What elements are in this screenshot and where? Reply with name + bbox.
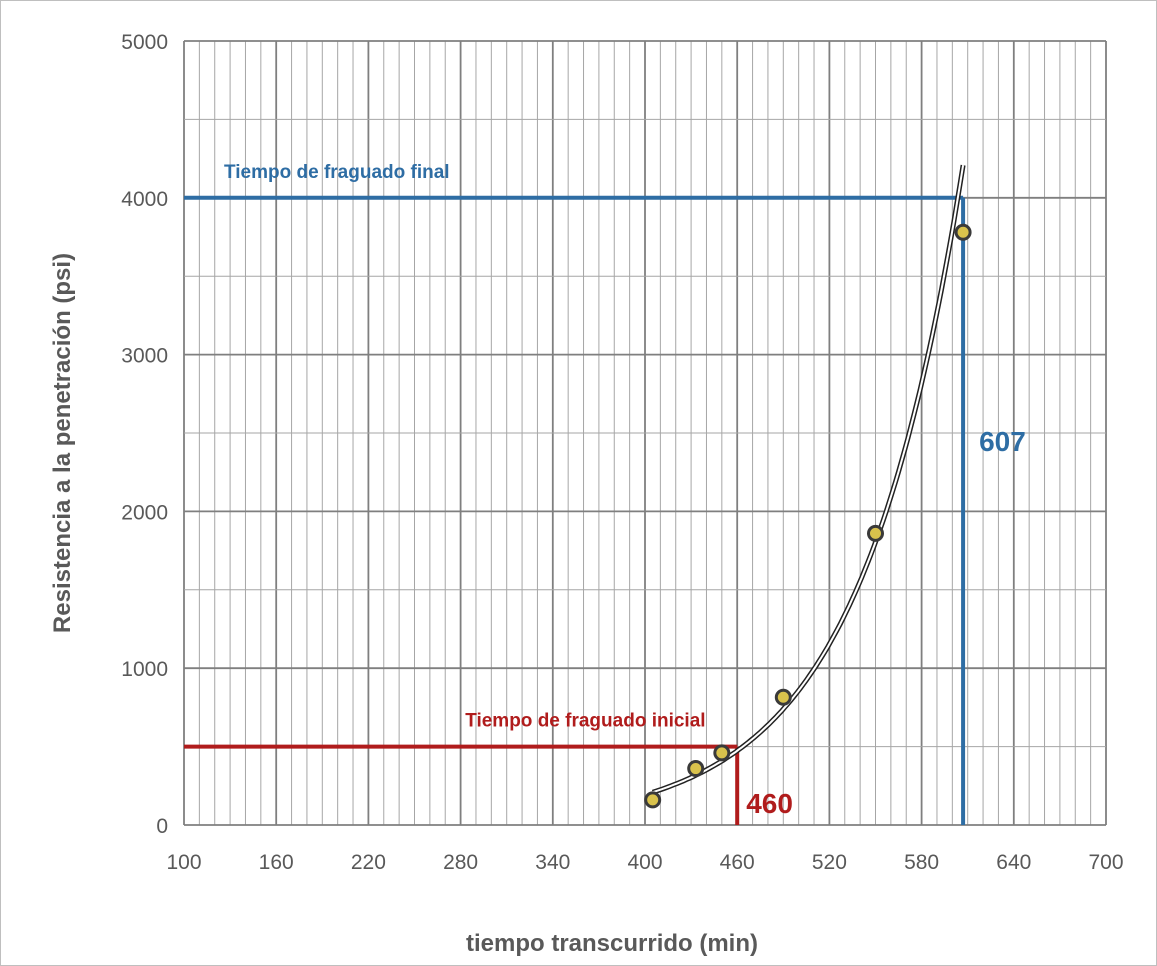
x-tick-label: 700 xyxy=(1088,851,1123,874)
x-tick-label: 460 xyxy=(720,851,755,874)
x-tick-label: 280 xyxy=(443,851,478,874)
data-points xyxy=(644,223,972,809)
y-axis-title: Resistencia a la penetración (psi) xyxy=(49,253,76,633)
grid xyxy=(183,40,1107,826)
annotation-value-label: 460 xyxy=(746,788,793,819)
annotation-label: Tiempo de fraguado inicial xyxy=(465,711,705,732)
y-tick-label: 3000 xyxy=(121,345,168,368)
x-axis-title: tiempo transcurrido (min) xyxy=(466,930,758,957)
data-point xyxy=(774,688,792,706)
data-point xyxy=(713,744,731,762)
y-tick-label: 1000 xyxy=(121,658,168,681)
x-tick-label: 100 xyxy=(166,851,201,874)
data-point xyxy=(644,791,662,809)
x-tick-label: 340 xyxy=(535,851,570,874)
x-tick-label: 400 xyxy=(627,851,662,874)
y-tick-label: 2000 xyxy=(121,501,168,524)
x-tick-label: 640 xyxy=(996,851,1031,874)
data-point xyxy=(867,524,884,542)
x-tick-label: 520 xyxy=(812,851,847,874)
x-tick-label: 580 xyxy=(904,851,939,874)
annotation-label: Tiempo de fraguado final xyxy=(224,162,450,183)
y-tick-label: 4000 xyxy=(121,188,168,211)
trend-curve-layer xyxy=(651,164,966,795)
data-point xyxy=(954,223,972,241)
tick-labels: 100 160 220 280 340 400 460 520 580 640 700 0 1000 20… xyxy=(121,31,1123,874)
annotation-lines xyxy=(184,195,966,825)
trend-curve xyxy=(652,165,965,794)
x-tick-label: 160 xyxy=(259,851,294,874)
x-tick-label: 220 xyxy=(351,851,386,874)
annotation-labels: Tiempo de fraguado final 607 Tiempo de fra… xyxy=(224,162,1026,819)
y-tick-label: 5000 xyxy=(121,31,168,54)
y-tick-label: 0 xyxy=(156,815,168,838)
annotation-value-label: 607 xyxy=(979,426,1026,457)
data-point xyxy=(687,760,705,778)
